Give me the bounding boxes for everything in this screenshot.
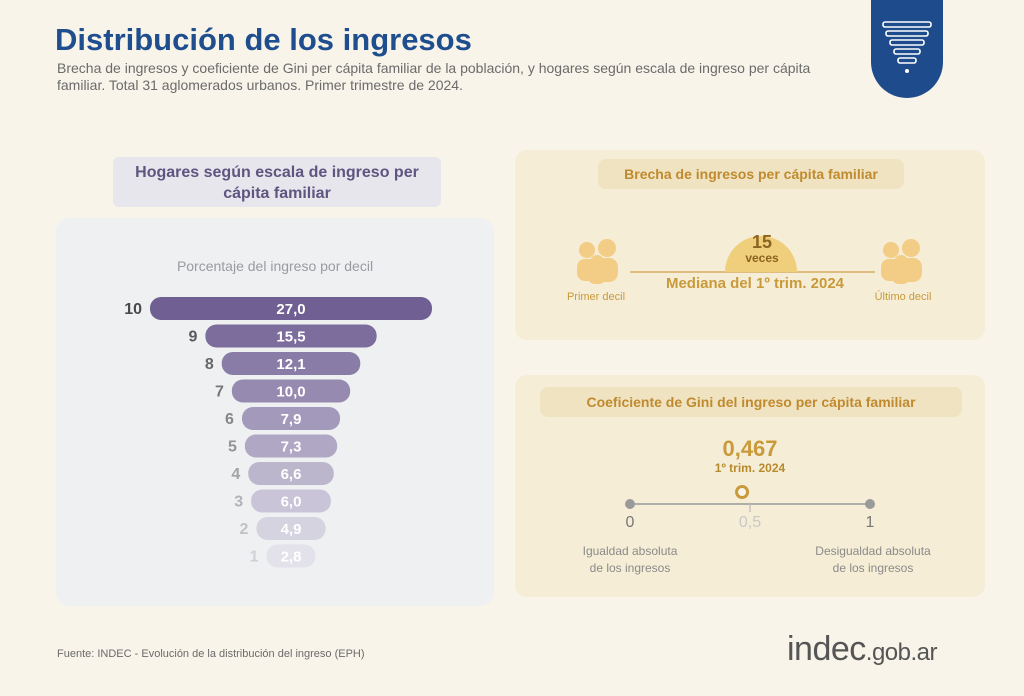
decile-value-4: 6,6 [281,466,302,483]
decile-value-7: 10,0 [276,384,305,401]
brecha-caption: Mediana del 1º trim. 2024 [665,275,845,292]
decile-label-9: 9 [188,329,197,346]
decile-value-10: 27,0 [276,301,305,318]
gini-period: 1º trim. 2024 [714,461,786,475]
decile-value-3: 6,0 [281,494,302,511]
equality-label: Igualdad absoluta de los ingresos [550,543,710,577]
indec-logo[interactable]: indec.gob.ar [787,630,938,669]
equality-label-line1: Igualdad absoluta [582,544,678,558]
scale-mid-label: 0,5 [738,514,762,531]
page-subtitle: Brecha de ingresos y coeficiente de Gini… [57,60,811,93]
funnel-chart-icon [882,21,932,73]
inequality-label-line1: Desigualdad absoluta [815,544,931,558]
header-badge [871,0,943,98]
decile-bar-7 [231,379,351,403]
decile-label-10: 10 [124,301,142,318]
decile-bar-2 [256,517,326,540]
primer-decil-label: Primer decil [566,291,626,303]
decile-value-2: 4,9 [281,521,302,538]
brecha-unit: veces [745,251,779,265]
decile-label-3: 3 [234,494,243,511]
equality-label-line2: de los ingresos [589,561,671,575]
scale-max-label: 1 [865,514,875,531]
decile-label-8: 8 [205,356,214,373]
decile-subheading: Porcentaje del ingreso por decil [176,258,374,274]
decile-value-6: 7,9 [281,411,302,428]
scale-min-dot [625,499,635,509]
decile-bar-1 [266,544,316,568]
decile-bar-10 [150,297,432,320]
scale-min-label: 0 [625,514,635,531]
decile-bar-8 [221,352,361,375]
gini-value: 0,467 [722,436,778,461]
people-icon-right [881,239,922,284]
decile-label-6: 6 [225,411,234,428]
gini-scale [625,485,875,512]
decile-value-5: 7,3 [281,439,302,456]
brecha-graphic [577,236,922,284]
page-title: Distribución de los ingresos [55,22,472,57]
decile-bar-3 [251,489,331,513]
decile-bar-6 [241,407,341,430]
decile-label-1: 1 [250,549,259,566]
logo-tail: .gob.ar [865,639,938,666]
decile-bar-9 [205,324,377,348]
scale-max-dot [865,499,875,509]
source-footer: Fuente: INDEC - Evolución de la distribu… [57,648,365,660]
decile-bar-5 [244,434,338,458]
decile-value-8: 12,1 [276,356,305,373]
people-icon-left [577,239,618,284]
logo-main: indec [787,630,866,668]
decile-label-7: 7 [215,384,224,401]
gini-heading: Coeficiente de Gini del ingreso per cápi… [540,387,962,417]
brecha-value: 15 [751,232,773,252]
decile-label-4: 4 [231,466,240,483]
inequality-label-line2: de los ingresos [832,561,914,575]
inequality-label: Desigualdad absoluta de los ingresos [788,543,958,577]
decile-label-2: 2 [240,521,249,538]
decile-label-5: 5 [228,439,237,456]
gini-marker [735,485,750,499]
ultimo-decil-label: Último decil [874,291,932,303]
decile-value-9: 15,5 [276,329,305,346]
decile-value-1: 2,8 [281,549,302,566]
brecha-heading: Brecha de ingresos per cápita familiar [598,159,904,189]
decile-heading: Hogares según escala de ingreso per cápi… [113,157,441,207]
decile-bar-4 [248,462,334,485]
